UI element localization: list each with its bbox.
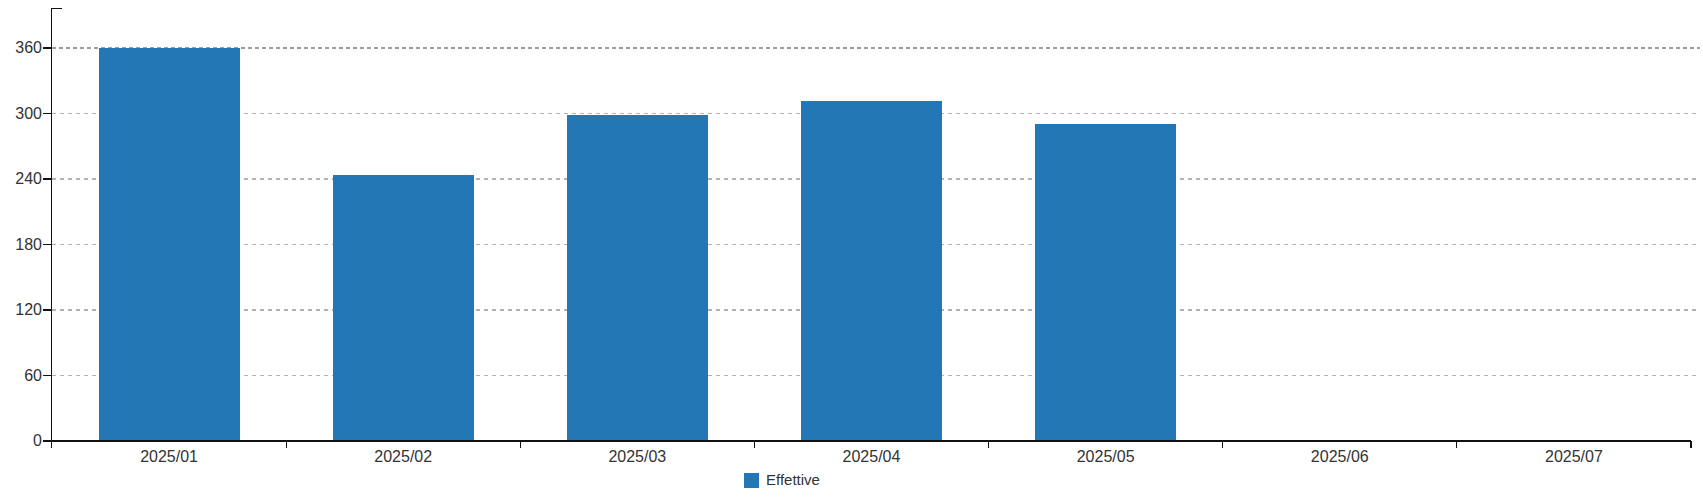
- y-axis-tick-label-0: 0: [0, 431, 42, 451]
- x-axis-label-2025-06: 2025/06: [1223, 448, 1457, 466]
- legend-label: Effettive: [766, 471, 820, 489]
- plot-area: 0601201802403003602025/012025/022025/032…: [0, 0, 1703, 500]
- legend-marker-square: [744, 473, 759, 488]
- y-axis-line: [51, 8, 52, 448]
- bar-2025-04[interactable]: [801, 101, 942, 440]
- bar-2025-02[interactable]: [333, 175, 474, 440]
- gridline-360: [52, 47, 1700, 49]
- y-axis-tick-label-60: 60: [0, 366, 42, 386]
- y-axis-tick-label-240: 240: [0, 169, 42, 189]
- bar-chart: 0601201802403003602025/012025/022025/032…: [0, 0, 1703, 500]
- y-axis-tick-label-120: 120: [0, 300, 42, 320]
- x-axis-label-2025-02: 2025/02: [286, 448, 520, 466]
- x-axis-label-2025-01: 2025/01: [52, 448, 286, 466]
- bar-2025-05[interactable]: [1035, 124, 1176, 440]
- x-axis-label-2025-03: 2025/03: [520, 448, 754, 466]
- x-axis-label-2025-07: 2025/07: [1457, 448, 1691, 466]
- bar-2025-01[interactable]: [99, 48, 240, 440]
- x-axis-label-2025-04: 2025/04: [754, 448, 988, 466]
- y-axis-top-end-tick: [52, 8, 62, 9]
- legend-item-effettive[interactable]: Effettive: [744, 471, 820, 489]
- y-axis-tick-label-360: 360: [0, 38, 42, 58]
- x-axis-line: [52, 440, 1691, 442]
- bar-2025-03[interactable]: [567, 115, 708, 440]
- y-axis-tick-label-180: 180: [0, 235, 42, 255]
- x-axis-label-2025-05: 2025/05: [989, 448, 1223, 466]
- y-axis-tick-label-300: 300: [0, 104, 42, 124]
